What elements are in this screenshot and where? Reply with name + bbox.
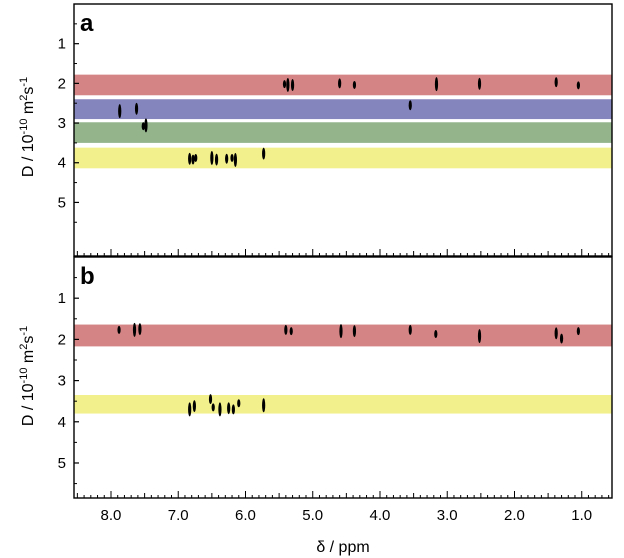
peak <box>434 77 439 92</box>
peak <box>559 333 564 344</box>
panel-label: a <box>80 10 94 37</box>
y-tick-label: 2 <box>58 331 66 348</box>
peak <box>554 77 558 88</box>
peak <box>477 329 482 344</box>
peak <box>218 402 222 417</box>
x-tick-label: 3.0 <box>437 507 458 524</box>
peak <box>134 102 139 115</box>
x-tick-label: 8.0 <box>101 507 122 524</box>
x-tick-label: 2.0 <box>504 507 525 524</box>
peak <box>262 147 266 160</box>
peak <box>231 404 235 415</box>
peak <box>576 81 580 90</box>
peak <box>144 118 148 133</box>
x-axis-title: δ / ppm <box>316 539 369 556</box>
peak <box>214 153 219 166</box>
x-tick-label: 5.0 <box>302 507 323 524</box>
peak <box>118 104 122 119</box>
y-tick-label: 4 <box>58 155 66 172</box>
band-3 <box>74 122 612 143</box>
y-tick-label: 3 <box>58 373 66 390</box>
x-tick-label: 1.0 <box>571 507 592 524</box>
band-2 <box>74 395 612 414</box>
peak <box>117 325 121 334</box>
peak <box>289 327 293 336</box>
band-2 <box>74 99 612 120</box>
peak <box>554 327 558 340</box>
y-tick-label: 1 <box>58 290 66 307</box>
y-tick-label: 3 <box>58 115 66 132</box>
peak <box>194 153 198 162</box>
peak <box>225 153 229 164</box>
peak <box>227 402 231 415</box>
peak <box>230 153 234 162</box>
peak <box>188 152 192 165</box>
y-tick-label: 2 <box>58 75 66 92</box>
peak <box>576 327 580 336</box>
peak <box>132 322 137 337</box>
plot-frame <box>73 256 613 499</box>
peak <box>191 154 195 165</box>
peak <box>211 403 215 412</box>
y-tick-label: 1 <box>58 36 66 53</box>
band-1 <box>74 74 612 96</box>
peak <box>352 80 357 89</box>
peak <box>408 324 412 335</box>
panel-b: b1 2 3 4 5 8.0 7.0 6.0 5.0 4.0 3.0 2.0 1.0 <box>58 256 613 524</box>
peak <box>188 402 192 417</box>
peak <box>290 78 295 91</box>
panel-label: b <box>80 263 95 290</box>
y-axis-title-a: D / 10-10 m2s-1 <box>18 77 37 177</box>
peak <box>138 323 142 336</box>
peak <box>262 398 266 413</box>
peak <box>352 325 357 338</box>
peak <box>408 100 412 111</box>
peak <box>233 152 237 167</box>
band-4 <box>74 147 612 169</box>
peak <box>339 324 343 339</box>
panel-a: a1 2 3 4 5 <box>58 3 613 257</box>
peak <box>210 150 214 165</box>
peak <box>434 330 438 339</box>
peak <box>284 324 288 335</box>
x-tick-label: 7.0 <box>168 507 189 524</box>
x-tick-label: 4.0 <box>370 507 391 524</box>
y-tick-label: 5 <box>58 194 66 211</box>
peak <box>286 77 290 92</box>
peak <box>208 394 213 405</box>
peak <box>237 399 241 408</box>
y-axis-title-b: D / 10-10 m2s-1 <box>18 326 37 426</box>
peak <box>141 122 145 131</box>
y-tick-label: 4 <box>58 414 66 431</box>
peak <box>282 80 287 89</box>
peak <box>477 77 482 90</box>
peak <box>192 400 196 413</box>
y-tick-label: 5 <box>58 455 66 472</box>
x-tick-label: 6.0 <box>235 507 256 524</box>
plot-frame <box>73 3 613 257</box>
band-1 <box>74 324 612 347</box>
peak <box>338 78 342 89</box>
